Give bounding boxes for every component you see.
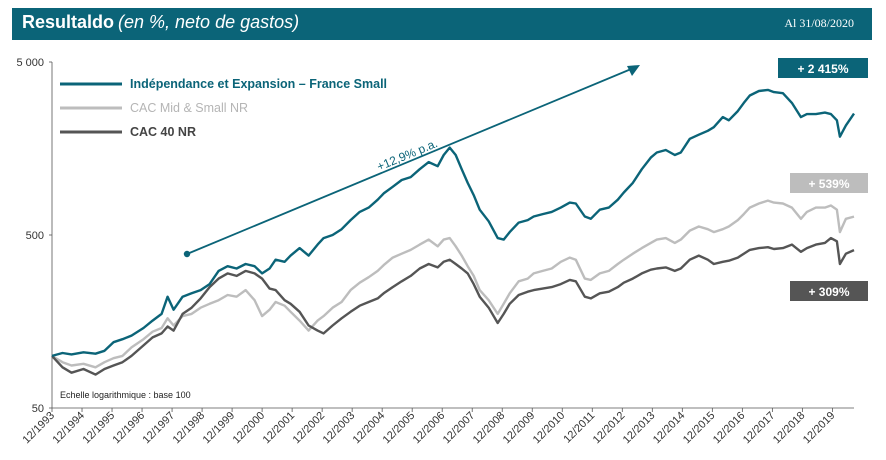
growth-arrow-start-dot bbox=[183, 250, 191, 258]
x-tick-label: 12/2003 bbox=[321, 410, 358, 447]
log-scale-note: Echelle logarithmique : base 100 bbox=[60, 390, 191, 400]
series-line-0 bbox=[51, 88, 855, 358]
x-tick-label: 12/2005 bbox=[381, 410, 418, 447]
x-tick-label: 12/2012 bbox=[591, 410, 628, 447]
as-of-date: Al 31/08/2020 bbox=[784, 16, 854, 30]
legend-label-fund: Indépendance et Expansion – France Small bbox=[130, 77, 387, 91]
badge-fund-bg bbox=[778, 58, 868, 78]
x-tick-label: 12/1997 bbox=[141, 410, 178, 447]
title-bar: Resultaldo (en %, neto de gastos) Al 31/0… bbox=[12, 8, 872, 40]
chart-title: Resultaldo (en %, neto de gastos) bbox=[22, 12, 299, 33]
growth-arrow-head bbox=[627, 65, 640, 76]
y-tick-label: 500 bbox=[26, 230, 44, 242]
x-tick-label: 12/2010 bbox=[531, 410, 568, 447]
badge-midsmall-bg bbox=[790, 173, 868, 193]
x-tick-label: 12/2015 bbox=[681, 410, 718, 447]
badge-cac40-bg bbox=[790, 281, 868, 301]
x-tick-label: 12/2008 bbox=[471, 410, 508, 447]
y-tick-label: 5 000 bbox=[16, 57, 44, 69]
y-axis: 50 500 5 000 bbox=[16, 57, 53, 415]
x-tick-label: 12/2004 bbox=[351, 410, 388, 447]
chart-title-main: Resultaldo bbox=[22, 12, 115, 32]
x-tick-label: 12/2001 bbox=[261, 410, 298, 447]
x-tick-label: 12/2019 bbox=[801, 410, 838, 447]
chart-subtitle: (en %, neto de gastos) bbox=[118, 12, 300, 32]
x-axis: 12/199312/199412/199512/199612/199712/19… bbox=[21, 407, 854, 447]
badge-fund: + 2 415% bbox=[797, 62, 848, 76]
y-tick-label: 50 bbox=[32, 403, 44, 415]
x-tick-label: 12/1999 bbox=[201, 410, 238, 447]
series-line-1 bbox=[51, 199, 855, 369]
x-tick-label: 12/1993 bbox=[21, 410, 58, 447]
legend: Indépendance et Expansion – France Small… bbox=[60, 77, 387, 139]
x-tick-label: 12/2016 bbox=[711, 410, 748, 447]
x-tick-label: 12/2018 bbox=[771, 410, 808, 447]
x-tick-label: 12/1998 bbox=[171, 410, 208, 447]
x-tick-label: 12/2007 bbox=[441, 410, 478, 447]
x-tick-label: 12/1996 bbox=[111, 410, 148, 447]
series-lines bbox=[51, 88, 855, 376]
performance-badges: + 2 415% + 539% + 309% bbox=[778, 58, 868, 301]
badge-midsmall: + 539% bbox=[808, 177, 849, 191]
series-line-2 bbox=[51, 236, 855, 376]
legend-label-midsmall: CAC Mid & Small NR bbox=[130, 101, 248, 115]
legend-label-cac40: CAC 40 NR bbox=[130, 125, 196, 139]
growth-annotation-text: +12,9% p.a. bbox=[375, 136, 440, 174]
x-tick-label: 12/2009 bbox=[501, 410, 538, 447]
badge-cac40: + 309% bbox=[808, 285, 849, 299]
x-tick-label: 12/2013 bbox=[621, 410, 658, 447]
x-tick-label: 12/1994 bbox=[51, 410, 88, 447]
growth-annotation: +12,9% p.a. bbox=[183, 65, 640, 258]
growth-arrow bbox=[186, 66, 637, 255]
x-tick-label: 12/2017 bbox=[741, 410, 778, 447]
x-tick-label: 12/1995 bbox=[81, 410, 118, 447]
x-tick-label: 12/2000 bbox=[231, 410, 268, 447]
x-tick-label: 12/2014 bbox=[651, 410, 688, 447]
x-tick-label: 12/2002 bbox=[291, 410, 328, 447]
x-tick-label: 12/2006 bbox=[411, 410, 448, 447]
